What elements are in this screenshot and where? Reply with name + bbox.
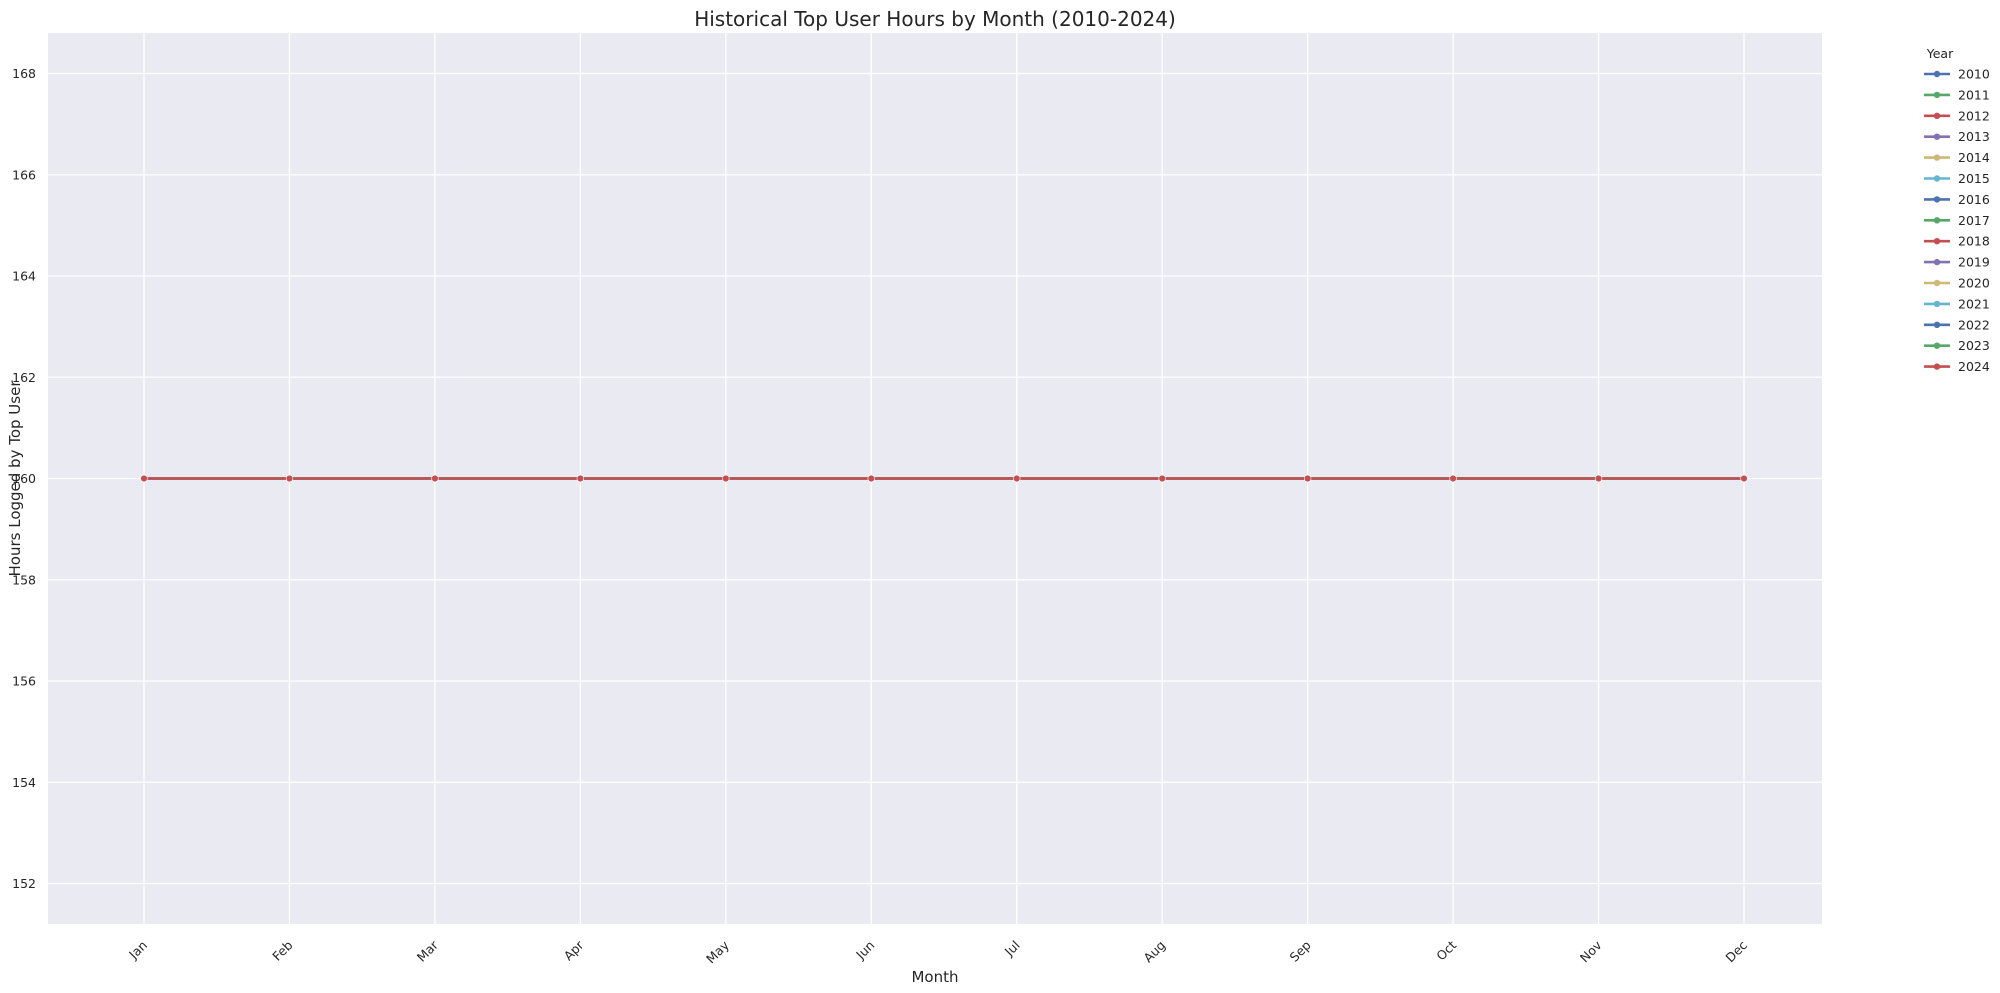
legend-label: 2022: [1958, 317, 1990, 332]
legend-swatch-marker: [1933, 363, 1941, 370]
x-tick-label: Jul: [1001, 938, 1023, 960]
legend-item-2015: 2015: [1924, 171, 1990, 186]
y-tick-label: 158: [12, 572, 36, 587]
x-tick-label: Jun: [852, 938, 877, 963]
x-tick-label: Feb: [269, 937, 295, 963]
legend-label: 2019: [1958, 255, 1990, 270]
y-tick-label: 154: [12, 775, 36, 790]
y-tick-label: 168: [12, 66, 36, 81]
legend-item-2010: 2010: [1924, 67, 1990, 82]
x-tick-label: Oct: [1433, 937, 1459, 963]
data-point: [140, 474, 148, 483]
data-point: [1158, 474, 1166, 483]
y-tick-label: 166: [12, 167, 36, 182]
y-axis-label: Hours Logged by Top User: [6, 380, 24, 577]
legend-label: 2021: [1958, 296, 1990, 311]
legend-item-2020: 2020: [1924, 276, 1990, 291]
legend-swatch-marker: [1933, 133, 1941, 140]
legend-label: 2020: [1958, 276, 1990, 291]
legend-item-2023: 2023: [1924, 338, 1990, 353]
x-tick-label: Dec: [1722, 937, 1750, 965]
legend-swatch-marker: [1933, 300, 1941, 308]
data-point: [431, 474, 439, 483]
legend-swatch-marker: [1933, 91, 1941, 99]
chart-title: Historical Top User Hours by Month (2010…: [694, 7, 1176, 31]
legend-swatch-marker: [1933, 112, 1941, 120]
legend-item-2012: 2012: [1924, 108, 1990, 123]
legend-item-2014: 2014: [1924, 150, 1990, 165]
legend-label: 2013: [1958, 129, 1990, 144]
data-point: [1740, 474, 1748, 483]
data-point: [1303, 474, 1312, 483]
x-tick-label: May: [703, 937, 732, 966]
data-point: [867, 474, 875, 483]
legend-item-2017: 2017: [1924, 213, 1990, 228]
x-tick-label: Jan: [125, 938, 150, 963]
legend-swatch-marker: [1933, 217, 1941, 224]
legend-label: 2018: [1958, 234, 1990, 249]
legend-label: 2011: [1958, 87, 1990, 102]
legend-item-2018: 2018: [1924, 234, 1990, 249]
legend-label: 2015: [1958, 171, 1990, 186]
legend-label: 2016: [1958, 192, 1990, 207]
data-point: [1013, 474, 1021, 483]
legend-swatch-marker: [1933, 342, 1941, 349]
legend-swatch-marker: [1933, 279, 1941, 287]
data-point: [1449, 474, 1457, 483]
legend-swatch-marker: [1933, 175, 1941, 182]
y-tick-label: 160: [12, 471, 36, 486]
x-tick-label: Aug: [1140, 938, 1168, 966]
series-2024: [140, 474, 1748, 483]
legend-swatch-marker: [1933, 238, 1941, 245]
legend-swatch-marker: [1933, 70, 1941, 78]
legend-label: 2010: [1958, 67, 1990, 82]
legend-item-2024: 2024: [1924, 359, 1990, 374]
legend-label: 2023: [1958, 338, 1990, 353]
legend-item-2011: 2011: [1924, 87, 1990, 102]
x-axis-label: Month: [911, 968, 958, 986]
legend-label: 2024: [1958, 359, 1990, 374]
legend-item-2013: 2013: [1924, 129, 1990, 144]
y-tick-label: 162: [12, 370, 36, 385]
legend-title: Year: [1926, 46, 1954, 61]
legend-item-2021: 2021: [1924, 296, 1990, 311]
legend-label: 2012: [1958, 108, 1990, 123]
legend-swatch-marker: [1933, 196, 1941, 203]
series-lines: [140, 474, 1748, 483]
data-point: [576, 474, 585, 483]
legend-swatch-marker: [1933, 154, 1941, 161]
legend-item-2019: 2019: [1924, 255, 1990, 270]
y-tick-label: 156: [12, 674, 36, 689]
data-point: [285, 474, 294, 483]
legend: Year 2010 2011 2012 2013 2014 2015 2016 2017 201…: [1924, 46, 1990, 374]
x-tick-label: Sep: [1286, 937, 1313, 964]
y-tick-label: 152: [12, 876, 36, 891]
y-tick-label: 164: [12, 269, 36, 284]
x-tick-label: Mar: [414, 937, 442, 965]
legend-label: 2014: [1958, 150, 1990, 165]
data-point: [1594, 474, 1603, 483]
x-tick-label: Nov: [1577, 937, 1605, 965]
legend-item-2022: 2022: [1924, 317, 1990, 332]
legend-label: 2017: [1958, 213, 1990, 228]
x-tick-label: Apr: [561, 937, 588, 964]
legend-swatch-marker: [1933, 258, 1941, 266]
legend-item-2016: 2016: [1924, 192, 1990, 207]
data-point: [722, 474, 730, 483]
legend-swatch-marker: [1933, 321, 1941, 328]
